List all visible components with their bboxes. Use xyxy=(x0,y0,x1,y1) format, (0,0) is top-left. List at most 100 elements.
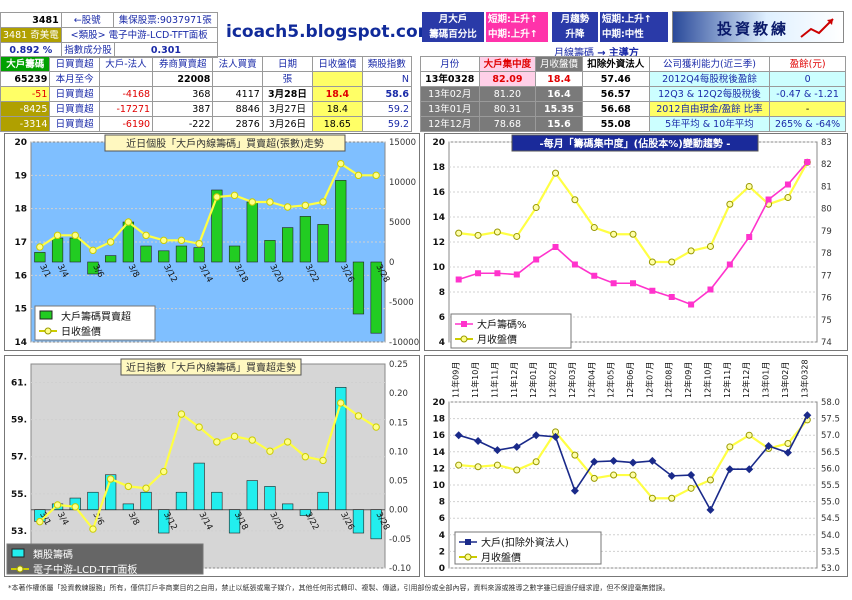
point-0 xyxy=(36,243,44,251)
daily-cell: 387 xyxy=(152,101,214,117)
group-value: 9037971張 xyxy=(159,14,212,26)
bar-7 xyxy=(158,509,170,534)
daily-cell: 日買賣超 xyxy=(49,116,100,132)
price-point-15 xyxy=(745,182,753,190)
bar-18 xyxy=(352,261,365,315)
bar-13 xyxy=(264,486,276,511)
daily-cell: N xyxy=(361,71,413,87)
main-point-8 xyxy=(610,280,617,287)
right-tick-label: 53.0 xyxy=(821,564,840,574)
main-point-18 xyxy=(803,411,812,420)
price-point-8 xyxy=(610,471,618,479)
point-7 xyxy=(160,467,168,476)
bar-14 xyxy=(282,227,294,263)
left-tick-label: 59. xyxy=(11,416,27,426)
point-0 xyxy=(36,517,44,526)
main-point-2 xyxy=(493,446,502,455)
monthly-cell: 15.35 xyxy=(535,101,583,117)
x-tick-label: 12年07月 xyxy=(644,362,654,398)
right-tick-label: 54.0 xyxy=(821,531,840,541)
bar-15 xyxy=(299,216,311,263)
main-point-18 xyxy=(804,159,811,165)
point-16 xyxy=(319,198,327,206)
bar-6 xyxy=(140,491,152,511)
right-tick-label: 0.05 xyxy=(389,477,408,487)
left-tick-label: 53. xyxy=(11,527,27,537)
bar-17 xyxy=(335,180,347,263)
point-12 xyxy=(248,436,256,444)
price-point-0 xyxy=(455,461,463,469)
monthly-header-3: 扣除外資法人 xyxy=(581,56,650,72)
left-tick-label: 14 xyxy=(432,213,445,223)
point-19 xyxy=(372,171,380,180)
x-tick-label: 12年01月 xyxy=(528,362,538,398)
table-row: -3314 日買賣超 -6190 -222 2876 3月26日 18.65 59.2 xyxy=(0,116,413,132)
monthly-cell: 56.57 xyxy=(581,86,650,102)
daily-cell xyxy=(212,71,263,87)
bar-14 xyxy=(282,503,294,511)
point-9 xyxy=(195,239,203,248)
x-tick-label: 12年02月 xyxy=(548,362,558,398)
price-point-9 xyxy=(629,471,637,479)
legend-box xyxy=(450,313,572,349)
right-tick-label: 5000 xyxy=(389,218,411,228)
daily-cell: 4117 xyxy=(212,86,263,102)
group-label: 集保股票: xyxy=(118,14,160,26)
x-tick-label: 12年09月 xyxy=(683,362,693,398)
bar-13 xyxy=(264,240,276,263)
price-point-14 xyxy=(726,443,734,451)
month-chips-row: 月線籌碼 → 主導方 xyxy=(554,44,639,59)
daily-cell: 368 xyxy=(152,86,214,102)
price-point-3 xyxy=(513,232,521,240)
point-9 xyxy=(195,423,203,431)
plot-area xyxy=(30,363,386,569)
monthly-cell: 13年0328 xyxy=(420,71,480,87)
bar-10 xyxy=(211,189,223,263)
point-15 xyxy=(301,201,310,210)
monthly-cell: 15.6 xyxy=(535,116,583,132)
logo: 投資教練 xyxy=(672,11,844,43)
main-point-9 xyxy=(630,280,636,287)
chart-panel-monthly-ex-foreign: 0 2 4 6 8 10 12 14 16 18 20 53.0 53.5 54.0 54.5 55.0 55.… xyxy=(424,355,848,577)
legend-marker xyxy=(461,321,467,327)
site-title[interactable]: icoach5.blogspot.com xyxy=(226,22,436,42)
daily-table: 大戶籌碼 日買賣超 大戶-法人 券商買賣超 法人買賣 日期 日收盤價 類股指數 65239 本月… xyxy=(0,56,413,132)
main-point-17 xyxy=(783,448,792,457)
point-10 xyxy=(213,438,221,446)
right-tick-label: 55.0 xyxy=(821,498,840,508)
point-17 xyxy=(337,159,345,168)
right-tick-label: 79 xyxy=(821,227,832,237)
x-tick-label: 12年08月 xyxy=(664,362,674,398)
point-10 xyxy=(213,193,221,201)
bar-9 xyxy=(193,462,205,511)
header: 3481 ←股號 集保股票:9037971張 3481 奇美電 <類股> 電子中… xyxy=(0,0,852,135)
code-note: ←股號 xyxy=(60,12,114,28)
bar-3 xyxy=(87,491,99,511)
right-tick-label: 55.5 xyxy=(821,481,840,491)
bar-0 xyxy=(34,252,46,263)
right-tick-label: 56.0 xyxy=(821,464,840,474)
bar-9 xyxy=(193,247,205,263)
main-point-6 xyxy=(570,486,579,495)
left-tick-label: 16 xyxy=(14,271,27,281)
point-13 xyxy=(266,447,274,455)
daily-cell xyxy=(312,71,363,87)
left-tick-label: 0 xyxy=(439,564,445,574)
legend-marker xyxy=(465,539,471,545)
price-point-1 xyxy=(474,463,482,471)
title-box xyxy=(511,134,759,152)
table-row: -51 日買賣超 -4168 368 4117 3月28日 18.4 58.6 xyxy=(0,86,413,102)
point-19 xyxy=(372,423,380,431)
legend-box xyxy=(6,543,204,575)
main-point-9 xyxy=(629,458,637,467)
table-row: 13年02月 81.20 16.4 56.57 12Q3 & 12Q2每股稅後 -0.47… xyxy=(420,86,846,102)
right-tick-label: 0.25 xyxy=(389,360,408,370)
left-tick-label: 18 xyxy=(14,205,27,215)
stock-name: 3481 奇美電 xyxy=(0,27,62,43)
monthly-cell: 82.09 xyxy=(478,71,537,87)
chart-panel-monthly-concentration: 4 6 8 10 12 14 16 18 20 74 75 76 77 78 79 80 81 82 83 -每月「籌… xyxy=(424,133,848,351)
daily-cell: -4168 xyxy=(98,86,154,102)
right-tick-label: -0.05 xyxy=(389,535,411,545)
point-8 xyxy=(177,410,186,418)
monthly-header-5: 盈餘(元) xyxy=(769,56,846,72)
